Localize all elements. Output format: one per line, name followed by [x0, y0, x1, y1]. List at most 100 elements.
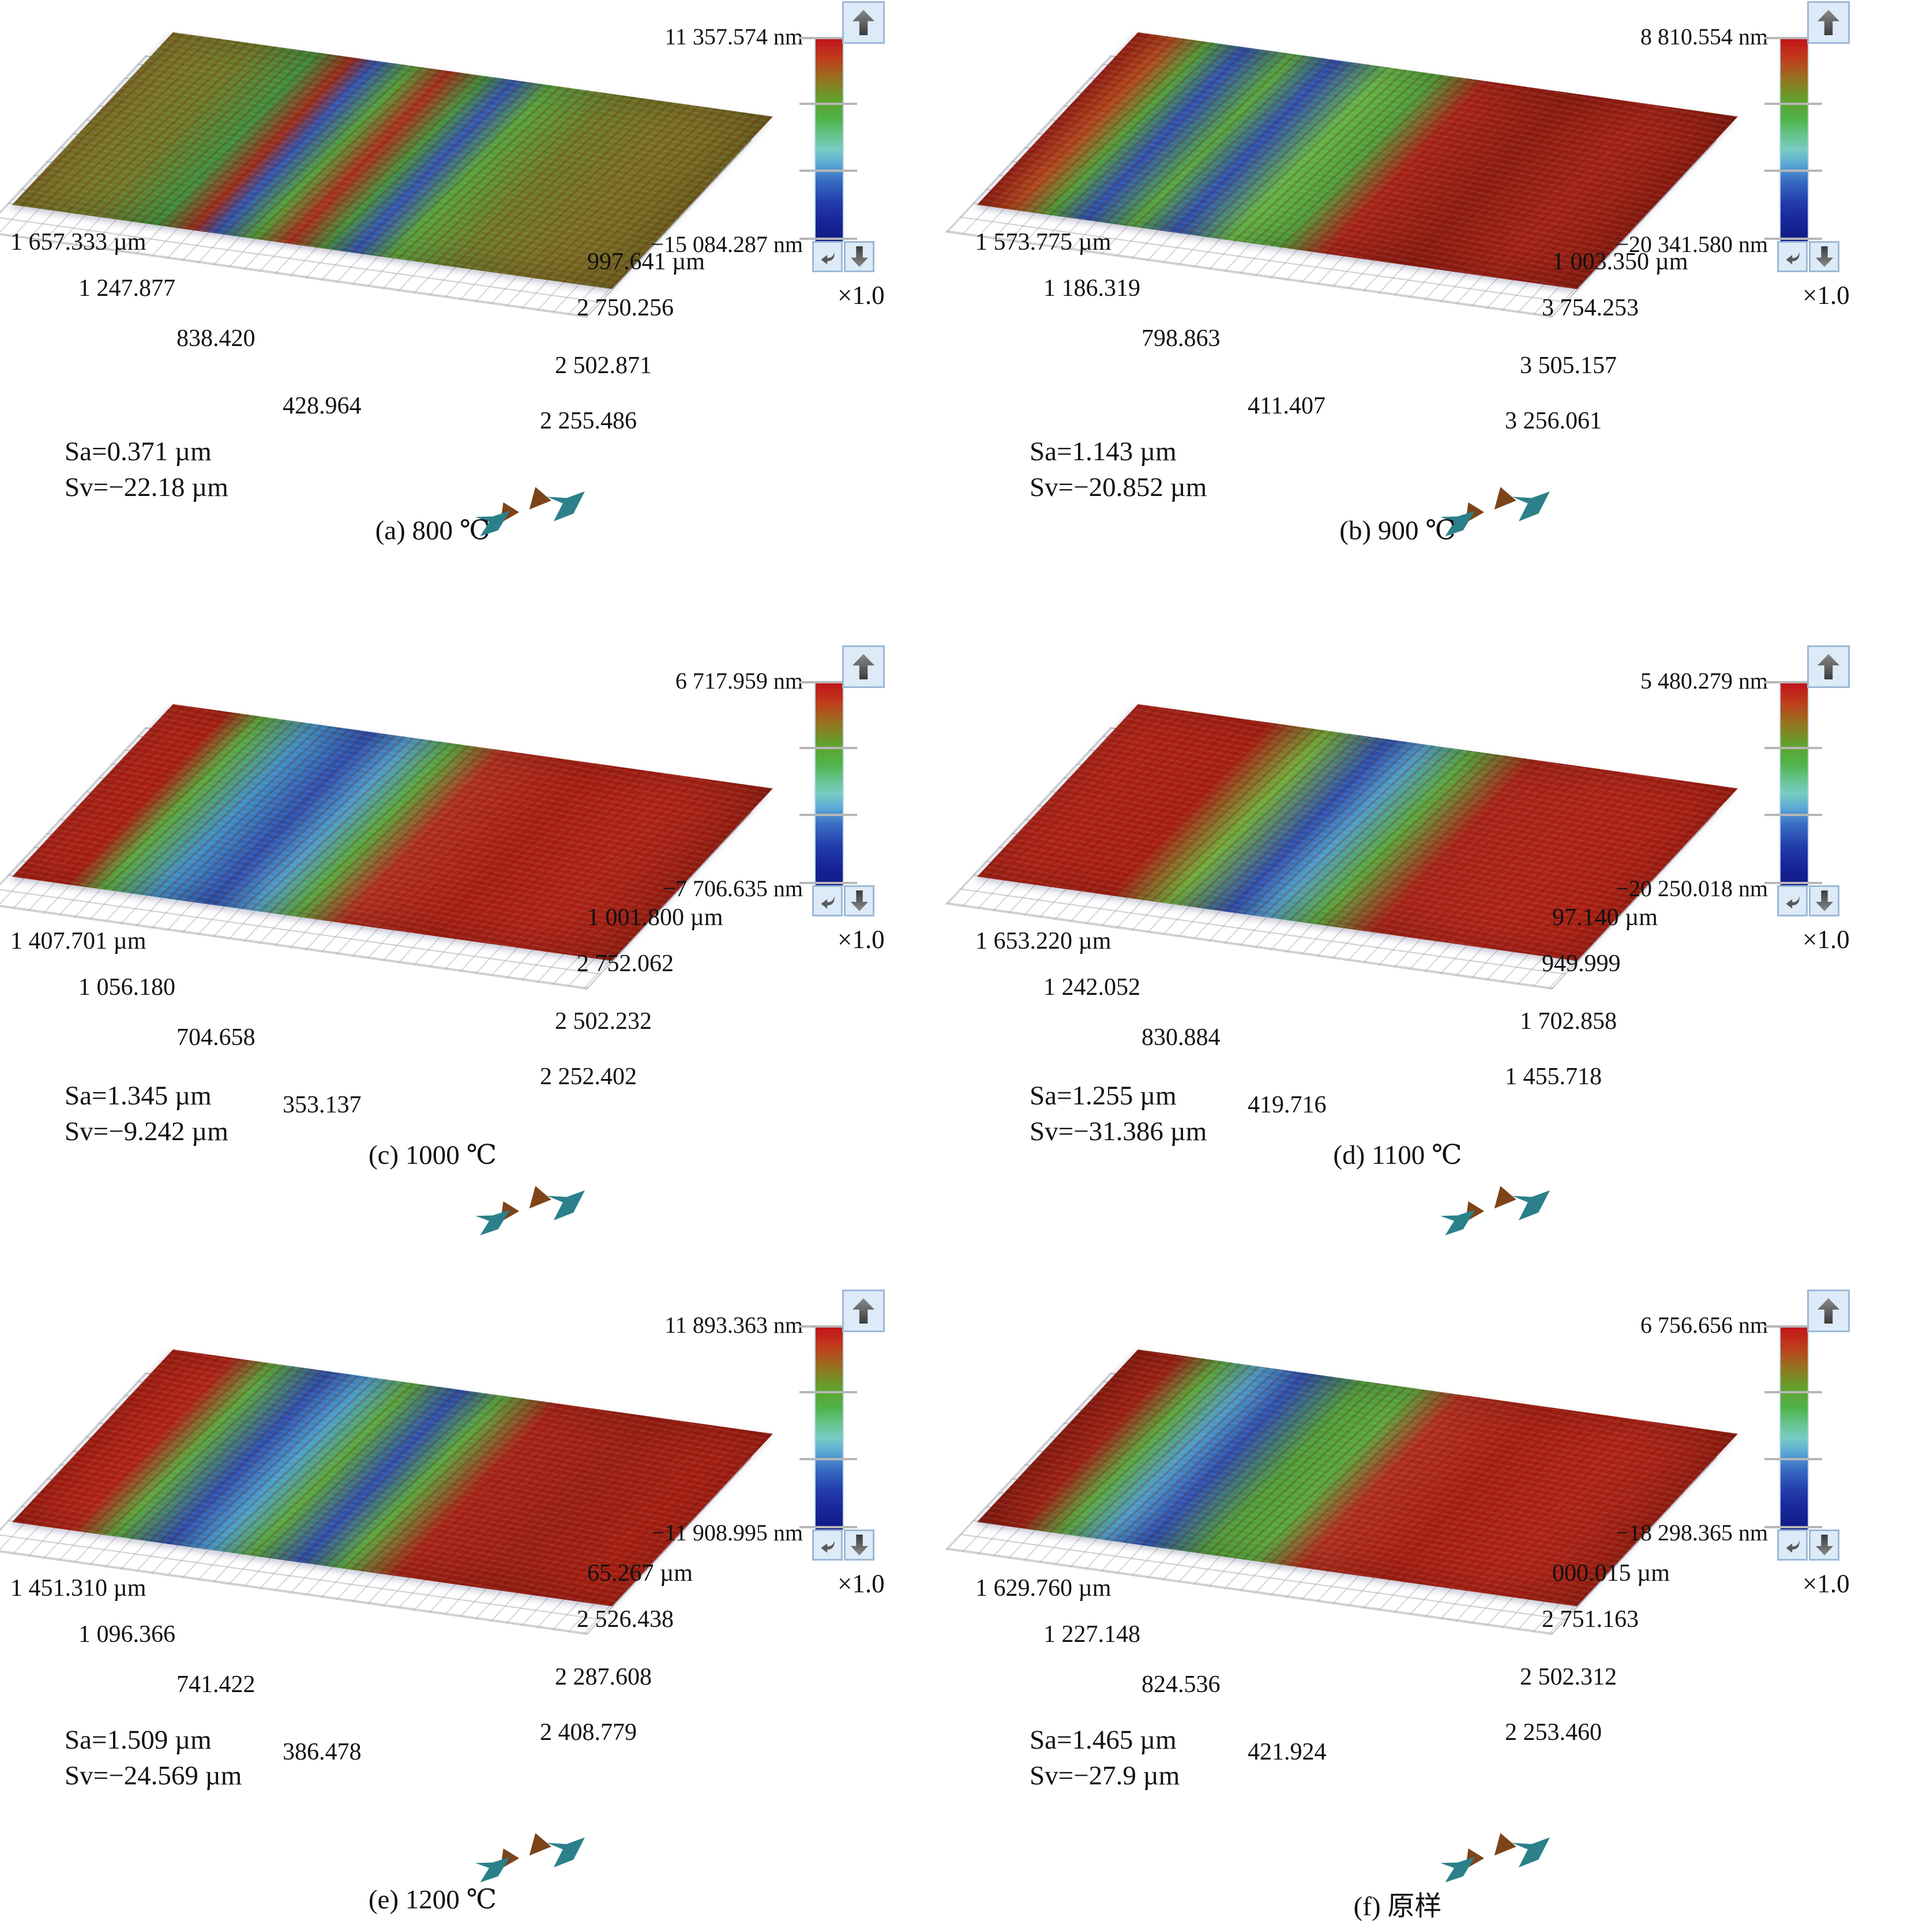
panel-caption: (b) 900 ℃: [1339, 516, 1456, 546]
scale-up-button[interactable]: [842, 645, 885, 688]
surface-panel: 1 629.760 µm 1 227.148 824.536 421.924 0…: [945, 1288, 1930, 1932]
axis-arrow-teal-icon: [547, 1190, 585, 1220]
axis-arrow-teal-icon: [1512, 1190, 1550, 1220]
colorbar-tick: [1764, 1325, 1822, 1328]
colorbar-tick: [1764, 238, 1822, 240]
colorbar-buttons: [812, 885, 876, 916]
x-axis-tick-label: 421.924: [1248, 1739, 1327, 1765]
colorbar-gradient[interactable]: [1764, 1325, 1822, 1531]
colorbar-tick: [1764, 170, 1822, 172]
colorbar-max-label: 6 756.656 nm: [1640, 1312, 1768, 1338]
y-axis-tick-label: 2 287.608: [555, 1664, 652, 1690]
scale-down-button[interactable]: [1809, 1529, 1839, 1561]
colorbar-gradient[interactable]: [799, 37, 857, 242]
colorbar-max-label: 11 357.574 nm: [664, 24, 803, 50]
rotate-view-button[interactable]: [812, 885, 843, 916]
zoom-factor-label: ×1.0: [838, 1569, 885, 1598]
orientation-arrows-icon: [1440, 1185, 1560, 1236]
zoom-factor-label: ×1.0: [1803, 925, 1850, 954]
y-axis-tick-label: 65.267 µm: [587, 1560, 693, 1587]
roughness-stats: Sa=1.345 µm Sv=−9.242 µm: [65, 1078, 228, 1149]
scale-down-button[interactable]: [1809, 885, 1839, 916]
axis-arrow-teal-icon: [1440, 1209, 1475, 1235]
sv-value: Sv=−22.18 µm: [65, 472, 228, 502]
orientation-arrows-icon: [475, 1832, 595, 1884]
panel-caption: (e) 1200 ℃: [368, 1885, 497, 1915]
scale-down-button[interactable]: [1809, 241, 1839, 272]
colorbar-min-label: −7 706.635 nm: [662, 875, 803, 901]
y-axis-tick-label: 2 502.871: [555, 352, 652, 379]
y-axis-tick-label: 3 754.253: [1542, 295, 1639, 321]
colorbar-tick: [799, 1458, 857, 1460]
axis-arrow-teal-icon: [475, 1856, 510, 1882]
colorbar-tick: [1764, 1458, 1822, 1460]
x-axis-tick-label: 428.964: [283, 393, 362, 419]
scale-down-button[interactable]: [844, 885, 874, 916]
colorbar-tick: [1764, 37, 1822, 39]
rotate-view-icon: [820, 1540, 835, 1553]
scale-down-button[interactable]: [844, 241, 874, 272]
colorbar-gradient[interactable]: [1764, 37, 1822, 242]
y-axis-tick-label: 97.140 µm: [1552, 904, 1658, 931]
colorbar-min-label: −11 908.995 nm: [651, 1520, 803, 1546]
y-axis-tick-label: 2 526.438: [577, 1606, 674, 1633]
up-arrow-icon: [1818, 1298, 1839, 1324]
x-axis-tick-label: 741.422: [177, 1671, 256, 1698]
x-axis-tick-label: 1 186.319: [1043, 275, 1140, 302]
scale-up-button[interactable]: [1807, 645, 1850, 688]
colorbar-gradient[interactable]: [1764, 681, 1822, 886]
y-axis-tick-label: 1 003.350 µm: [1552, 249, 1688, 275]
scale-up-button[interactable]: [1807, 1290, 1850, 1332]
x-axis-tick-label: 830.884: [1142, 1024, 1221, 1051]
axis-arrow-teal-icon: [475, 1209, 510, 1235]
sa-value: Sa=1.345 µm: [65, 1081, 212, 1111]
scale-up-button[interactable]: [1807, 1, 1850, 44]
roughness-stats: Sa=1.465 µm Sv=−27.9 µm: [1030, 1722, 1180, 1794]
roughness-stats: Sa=1.509 µm Sv=−24.569 µm: [65, 1722, 242, 1794]
colorbar-tick: [799, 882, 857, 884]
colorbar-max-label: 5 480.279 nm: [1640, 668, 1768, 694]
rotate-view-icon: [1785, 896, 1800, 909]
x-axis-tick-label: 704.658: [177, 1024, 256, 1051]
rotate-view-button[interactable]: [812, 1529, 843, 1561]
axis-arrow-teal-icon: [1512, 1837, 1550, 1867]
rotate-view-button[interactable]: [812, 241, 843, 272]
colorbar-tick: [799, 103, 857, 105]
colorbar-tick: [799, 170, 857, 172]
x-axis-tick-label: 353.137: [283, 1092, 362, 1118]
y-axis-tick-label: 2 751.163: [1542, 1606, 1639, 1633]
colorbar-tick: [799, 747, 857, 749]
rotate-view-button[interactable]: [1777, 1529, 1808, 1561]
scale-up-button[interactable]: [842, 1290, 885, 1332]
down-arrow-icon: [851, 890, 868, 911]
roughness-stats: Sa=1.255 µm Sv=−31.386 µm: [1030, 1078, 1207, 1149]
colorbar-tick: [799, 1526, 857, 1528]
panel-caption: (a) 800 ℃: [375, 516, 490, 546]
colorbar-min-label: −18 298.365 nm: [1616, 1520, 1768, 1546]
colorbar-buttons: [1777, 885, 1841, 916]
y-axis-tick-label: 2 252.402: [540, 1063, 637, 1090]
axis-arrow-teal-icon: [547, 1837, 585, 1867]
colorbar-max-label: 11 893.363 nm: [664, 1312, 803, 1338]
colorbar-max-label: 8 810.554 nm: [1640, 24, 1768, 50]
x-axis-tick-label: 1 653.220 µm: [975, 928, 1112, 954]
rotate-view-icon: [1785, 251, 1800, 265]
rotate-view-button[interactable]: [1777, 885, 1808, 916]
down-arrow-icon: [851, 246, 868, 267]
colorbar-gradient[interactable]: [799, 1325, 857, 1531]
x-axis-tick-label: 824.536: [1142, 1671, 1221, 1698]
up-arrow-icon: [853, 1298, 874, 1324]
rotate-view-button[interactable]: [1777, 241, 1808, 272]
rotate-view-icon: [1785, 1540, 1800, 1553]
scale-up-button[interactable]: [842, 1, 885, 44]
colorbar-buttons: [1777, 1529, 1841, 1561]
scale-down-button[interactable]: [844, 1529, 874, 1561]
sa-value: Sa=1.509 µm: [65, 1725, 212, 1755]
x-axis-tick-label: 1 657.333 µm: [10, 229, 147, 255]
y-axis-tick-label: 2 502.312: [1520, 1664, 1617, 1690]
rotate-view-icon: [820, 251, 835, 265]
colorbar-gradient[interactable]: [799, 681, 857, 886]
colorbar-tick: [799, 37, 857, 39]
colorbar-tick: [1764, 882, 1822, 884]
colorbar-max-label: 6 717.959 nm: [675, 668, 803, 694]
